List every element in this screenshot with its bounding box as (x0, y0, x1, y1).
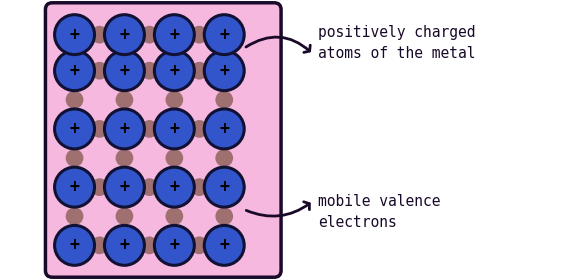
Circle shape (66, 91, 84, 109)
Circle shape (66, 149, 84, 167)
Text: +: + (119, 178, 130, 196)
Circle shape (104, 51, 145, 91)
Circle shape (66, 207, 84, 225)
Text: +: + (119, 120, 130, 138)
Text: +: + (169, 62, 179, 80)
Text: +: + (70, 62, 79, 80)
Text: +: + (119, 236, 130, 254)
Circle shape (165, 91, 183, 109)
Circle shape (90, 62, 108, 80)
FancyBboxPatch shape (46, 3, 281, 277)
Circle shape (55, 51, 94, 91)
Text: mobile valence
electrons: mobile valence electrons (319, 194, 441, 230)
Circle shape (215, 149, 233, 167)
Text: +: + (169, 26, 179, 44)
Circle shape (204, 167, 244, 207)
Circle shape (66, 44, 84, 62)
Circle shape (90, 26, 108, 43)
Circle shape (191, 62, 208, 80)
Text: +: + (219, 26, 229, 44)
Circle shape (141, 26, 158, 43)
Text: +: + (169, 236, 179, 254)
Circle shape (215, 207, 233, 225)
Circle shape (215, 44, 233, 62)
Circle shape (204, 15, 244, 55)
Circle shape (154, 109, 194, 149)
Text: +: + (70, 236, 79, 254)
Circle shape (154, 51, 194, 91)
Circle shape (116, 149, 133, 167)
Circle shape (165, 44, 183, 62)
Circle shape (104, 109, 145, 149)
Text: +: + (219, 178, 229, 196)
Circle shape (204, 225, 244, 265)
Circle shape (165, 149, 183, 167)
Text: +: + (219, 236, 229, 254)
Circle shape (191, 237, 208, 254)
Text: +: + (219, 62, 229, 80)
Circle shape (204, 109, 244, 149)
Circle shape (55, 109, 94, 149)
Circle shape (90, 237, 108, 254)
Circle shape (191, 178, 208, 196)
Circle shape (154, 15, 194, 55)
Text: +: + (119, 26, 130, 44)
Circle shape (116, 44, 133, 62)
Text: +: + (169, 120, 179, 138)
Circle shape (116, 207, 133, 225)
Circle shape (141, 237, 158, 254)
Text: +: + (119, 62, 130, 80)
Circle shape (154, 167, 194, 207)
Circle shape (141, 178, 158, 196)
Text: +: + (219, 120, 229, 138)
Circle shape (104, 167, 145, 207)
Text: positively charged
atoms of the metal: positively charged atoms of the metal (319, 25, 476, 61)
Text: +: + (70, 120, 79, 138)
Circle shape (55, 15, 94, 55)
Circle shape (191, 120, 208, 138)
Text: +: + (70, 26, 79, 44)
Circle shape (191, 26, 208, 43)
Circle shape (141, 62, 158, 80)
Circle shape (104, 15, 145, 55)
Text: +: + (169, 178, 179, 196)
Text: +: + (70, 178, 79, 196)
Circle shape (154, 225, 194, 265)
Circle shape (165, 207, 183, 225)
Circle shape (204, 51, 244, 91)
Circle shape (55, 225, 94, 265)
Circle shape (90, 120, 108, 138)
Circle shape (90, 178, 108, 196)
Circle shape (215, 91, 233, 109)
Circle shape (141, 120, 158, 138)
Circle shape (104, 225, 145, 265)
Circle shape (55, 167, 94, 207)
Circle shape (116, 91, 133, 109)
